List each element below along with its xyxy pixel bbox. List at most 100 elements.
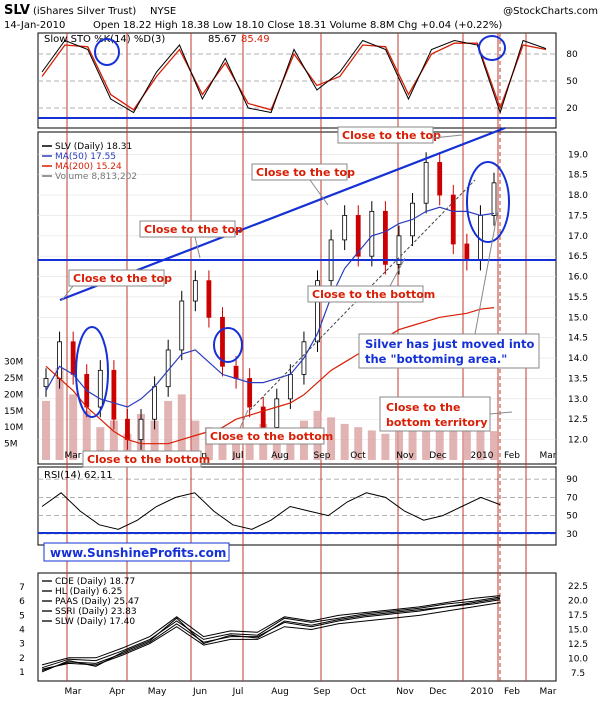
rsi-y-ticks: 30 50 70 90: [566, 475, 578, 540]
website-link[interactable]: www.SunshineProfits.com: [50, 546, 226, 560]
price-tick-14.5: 14.5: [568, 334, 588, 344]
volume-bar-27: [408, 420, 417, 460]
quote-line: Open 18.22 High 18.38 Low 18.10 Close 18…: [93, 20, 502, 31]
stochastic-series: [38, 39, 556, 115]
candle-body-16: [260, 406, 266, 428]
callout-bottom-territory: Close to the bottom territory: [379, 396, 491, 432]
volume-tick-5M: 5M: [4, 440, 18, 450]
label-top-2: Close to the top: [139, 220, 243, 238]
stoch-k-line: [41, 39, 547, 115]
volume-bar-25: [381, 433, 390, 460]
label-bottom-2: Close to the bottom: [205, 427, 333, 445]
candle-body-5: [111, 369, 117, 420]
ellipse-price-jan: [466, 161, 510, 243]
comparison-panel: [37, 572, 557, 682]
price-y-ticks: 12.0 12.5 13.0 13.5 14.0 14.5 15.0 15.5 16.0 16.5…: [568, 150, 588, 445]
pointer-top-4: [432, 134, 463, 139]
candle-body-2: [70, 341, 76, 375]
comparison-right-tick-1: 10.0: [568, 655, 588, 665]
comparison-series: [41, 595, 501, 673]
comparison-legend-0: CDE (Daily) 18.77: [55, 577, 135, 587]
stochastic-k-value: 85.67: [208, 34, 237, 45]
candle-body-11: [192, 280, 198, 302]
x-label-694-9: Dec: [429, 687, 446, 697]
x-label-458-9: Dec: [429, 451, 446, 461]
candle-body-25: [382, 210, 388, 265]
comparison-right-tick-6: 22.5: [568, 582, 588, 592]
candle-body-24: [369, 210, 375, 257]
svg-text:Close to the bottom: Close to the bottom: [312, 288, 435, 301]
svg-text:Close to the bottom: Close to the bottom: [87, 453, 210, 466]
comparison-line-paas: [41, 595, 501, 666]
candle-body-22: [342, 215, 348, 241]
volume-bar-32: [476, 427, 485, 460]
comparison-y-ticks: 1 2 3 4 5 6 7 7.5 10.0 12.5 15.0 17.5 20.0 22.5: [19, 582, 588, 679]
chart-date: 14-Jan-2010: [4, 20, 65, 31]
candle-body-4: [97, 369, 103, 408]
price-legend-0: SLV (Daily) 18.31: [55, 142, 132, 152]
price-tick-18.5: 18.5: [568, 171, 588, 181]
candle-body-10: [179, 300, 185, 351]
candle-body-20: [315, 280, 320, 343]
x-label-694-10: 2010: [471, 687, 494, 697]
ma200-line: [45, 307, 495, 445]
price-tick-18: 18.0: [568, 191, 588, 201]
watermark: @StockCharts.com: [503, 6, 598, 17]
comparison-legend-3: SSRI (Daily) 23.83: [55, 607, 137, 617]
volume-bar-18: [286, 437, 295, 460]
volume-bar-2: [69, 394, 78, 460]
comparison-left-tick-7: 7: [19, 583, 25, 593]
x-label-694-4: Jul: [232, 687, 244, 697]
comparison-right-tick-2: 12.5: [568, 640, 588, 650]
stochastic-y-ticks: 20 50 80: [566, 50, 578, 114]
rsi-tick-50: 50: [566, 512, 578, 522]
price-legend-1: MA(50) 17.55: [55, 152, 116, 162]
x-label-458-11: Feb: [504, 451, 520, 461]
x-label-458-5: Aug: [271, 451, 289, 461]
comparison-line-hl: [41, 602, 501, 670]
x-label-458-8: Nov: [396, 451, 414, 461]
pointer-callout-bottom: [489, 411, 513, 415]
svg-text:Close to the top: Close to the top: [144, 223, 243, 236]
comparison-left-tick-1: 1: [19, 668, 25, 678]
volume-bar-10: [177, 394, 186, 460]
volume-bar-0: [42, 400, 50, 460]
x-label-694-0: Mar: [65, 687, 82, 697]
comparison-line-slw: [41, 597, 501, 671]
x-label-458-0: Mar: [65, 451, 82, 461]
volume-tick-25M: 25M: [4, 374, 23, 384]
volume-bar-31: [462, 420, 471, 460]
candle-body-1: [57, 341, 62, 379]
volume-bar-4: [96, 427, 105, 460]
price-tick-16: 16.0: [568, 273, 588, 283]
x-label-694-5: Aug: [271, 687, 289, 697]
comparison-line-ssri: [41, 596, 501, 669]
volume-y-ticks: 5M 10M 15M 20M 25M 30M: [4, 358, 23, 450]
x-label-694-3: Jun: [192, 687, 207, 697]
candle-body-12: [206, 280, 212, 318]
price-tick-12: 12.0: [568, 436, 588, 446]
comparison-left-tick-2: 2: [19, 654, 25, 664]
stochastic-d-value: 85.49: [241, 34, 270, 45]
label-bottom-1: Close to the bottom: [307, 285, 435, 303]
rsi-tick-70: 70: [566, 493, 578, 503]
candle-body-8: [152, 386, 158, 420]
website-box: [43, 542, 230, 562]
volume-bar-28: [422, 414, 431, 460]
volume-bar-24: [367, 430, 376, 460]
stoch-tick-20: 20: [566, 104, 578, 114]
volume-bar-22: [340, 423, 349, 460]
x-label-694-11: Feb: [504, 687, 520, 697]
price-tick-15.5: 15.5: [568, 293, 588, 303]
label-top-3: Close to the top: [251, 163, 355, 181]
x-label-458-12: Mar: [540, 451, 557, 461]
volume-bar-8: [150, 420, 159, 460]
volume-bar-15: [245, 430, 254, 460]
stoch-tick-80: 80: [566, 50, 578, 60]
volume-bar-13: [218, 433, 227, 460]
candle-body-29: [437, 162, 443, 196]
candle-body-13: [220, 316, 225, 367]
svg-text:Close to the: Close to the: [386, 401, 460, 414]
candle-body-14: [233, 365, 239, 379]
